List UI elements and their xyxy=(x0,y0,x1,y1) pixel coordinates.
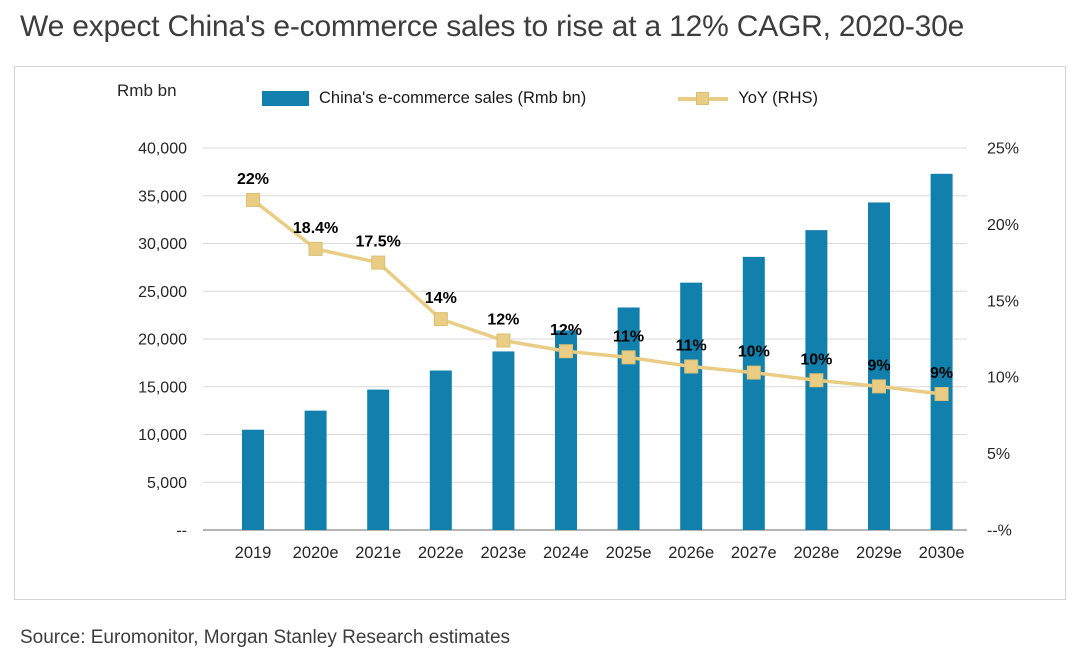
left-axis-tick: 40,000 xyxy=(138,141,187,158)
left-axis-unit-label: Rmb bn xyxy=(117,81,177,100)
yoy-marker-2028e xyxy=(809,373,824,388)
left-axis-tick: 5,000 xyxy=(147,475,187,492)
yoy-marker-2027e xyxy=(746,365,761,380)
yoy-data-label: 22% xyxy=(237,171,269,188)
x-axis-label: 2030e xyxy=(919,544,965,562)
x-axis-label: 2025e xyxy=(606,544,652,562)
legend-label-line: YoY (RHS) xyxy=(738,89,819,107)
bar-series-swatch xyxy=(261,91,309,106)
yoy-data-label: 18.4% xyxy=(293,220,338,237)
yoy-marker-2020e xyxy=(308,241,323,256)
yoy-data-label: 12% xyxy=(487,312,519,329)
x-axis-label: 2027e xyxy=(731,544,777,562)
left-axis-tick: 10,000 xyxy=(138,427,187,444)
right-axis-tick: 15% xyxy=(987,293,1019,310)
yoy-line xyxy=(251,198,942,396)
source-text: Source: Euromonitor, Morgan Stanley Rese… xyxy=(20,627,511,648)
bar-2026e xyxy=(680,282,703,530)
bar-2023e xyxy=(492,351,515,530)
left-axis-tick: 30,000 xyxy=(138,236,187,253)
plot-area: -- 5,000 10,000 15,000 20,000 25,000 30,000 35,… xyxy=(138,141,1019,563)
yoy-data-label: 10% xyxy=(738,344,770,361)
bar-2024e xyxy=(555,330,577,530)
chart-title: We expect China's e-commerce sales to ri… xyxy=(20,10,965,43)
x-axis-label: 2023e xyxy=(480,544,526,562)
x-axis-label: 2020e xyxy=(293,544,339,562)
yoy-data-label: 10% xyxy=(800,351,832,368)
x-axis-label: 2021e xyxy=(355,544,401,562)
left-axis-tick: 15,000 xyxy=(138,379,187,396)
yoy-marker-2023e xyxy=(496,333,511,348)
line-series-swatch xyxy=(678,91,729,107)
line-swatch-marker xyxy=(696,91,710,105)
legend-item-line: YoY (RHS) xyxy=(678,89,818,108)
right-axis-tick: --% xyxy=(987,523,1012,540)
yoy-data-label: 12% xyxy=(550,322,582,339)
x-axis-label: 2026e xyxy=(668,544,714,562)
legend-item-bars: China's e-commerce sales (Rmb bn) xyxy=(261,89,587,108)
x-axis-label: 2024e xyxy=(543,544,589,562)
bar-2027e xyxy=(742,256,765,530)
yoy-marker-2029e xyxy=(872,379,886,394)
yoy-marker-2025e xyxy=(621,350,636,365)
bar-2030e xyxy=(930,173,953,530)
yoy-marker-2021e xyxy=(371,255,386,270)
yoy-marker-2019 xyxy=(246,192,260,207)
left-axis-tick: 35,000 xyxy=(138,188,187,205)
bar-2021e xyxy=(367,389,390,530)
yoy-marker-2030e xyxy=(934,387,949,402)
left-axis-tick: 20,000 xyxy=(138,332,187,349)
bar-2020e xyxy=(304,410,327,530)
left-axis-tick: -- xyxy=(176,523,187,540)
yoy-data-label: 14% xyxy=(425,290,457,307)
yoy-marker-2022e xyxy=(433,312,448,327)
chart-container: Rmb bn China's e-commerce sales (Rmb bn)… xyxy=(14,66,1066,600)
yoy-data-label: 17.5% xyxy=(356,234,401,251)
right-axis-tick: 25% xyxy=(987,141,1019,158)
bar-2029e xyxy=(868,202,890,530)
x-axis-label: 2028e xyxy=(793,544,839,562)
right-axis-tick: 5% xyxy=(987,446,1010,463)
x-axis-label: 2029e xyxy=(856,544,902,562)
right-axis-tick: 10% xyxy=(987,370,1019,387)
yoy-data-label: 9% xyxy=(867,357,890,374)
right-axis-tick: 20% xyxy=(987,217,1019,234)
legend-label-bars: China's e-commerce sales (Rmb bn) xyxy=(318,89,587,107)
bar-2019 xyxy=(242,429,264,530)
yoy-data-label: 11% xyxy=(613,328,644,345)
legend: China's e-commerce sales (Rmb bn) YoY (R… xyxy=(15,89,1065,108)
yoy-marker-2026e xyxy=(684,359,699,374)
x-axis-label: 2022e xyxy=(418,544,464,562)
left-axis-tick: 25,000 xyxy=(138,284,187,301)
yoy-marker-2024e xyxy=(559,344,573,359)
bar-2022e xyxy=(429,370,452,530)
yoy-data-label: 9% xyxy=(930,365,953,382)
x-axis-label: 2019 xyxy=(235,544,272,562)
yoy-data-label: 11% xyxy=(676,338,707,355)
